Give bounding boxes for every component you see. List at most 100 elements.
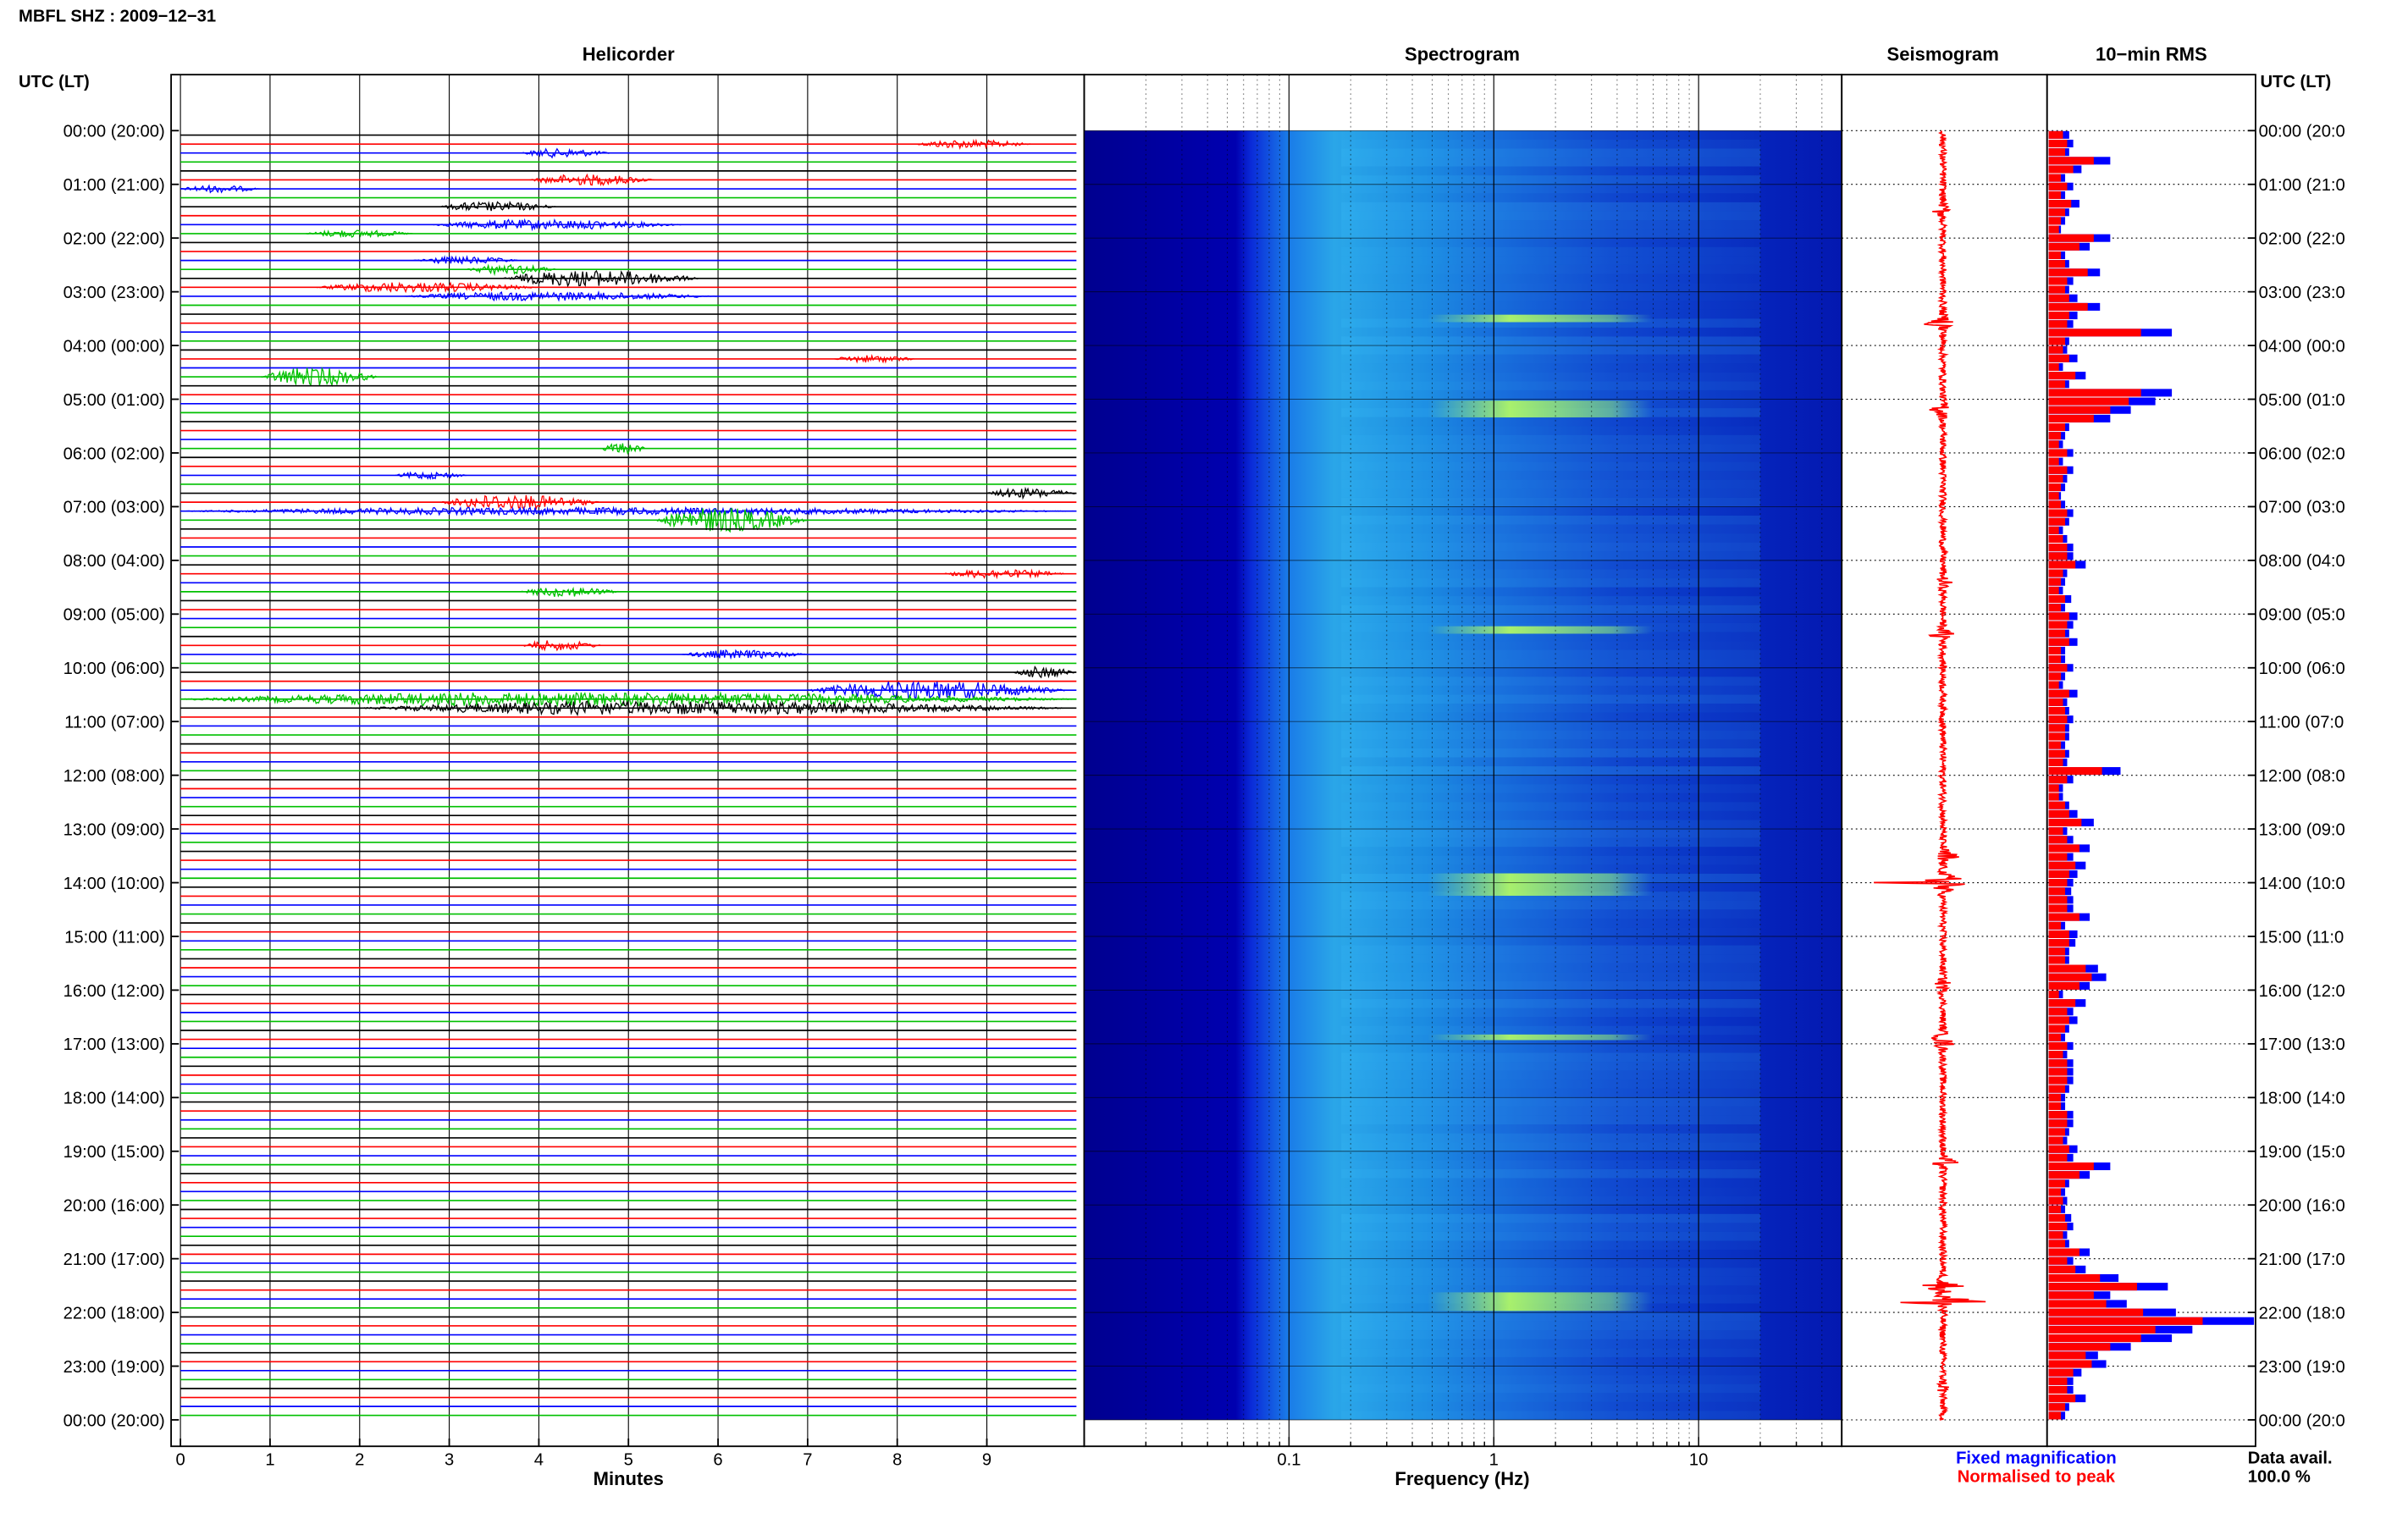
rms-bar-normalised	[2048, 1051, 2063, 1059]
rms-bar-normalised	[2048, 999, 2076, 1008]
spectrogram-row	[1341, 676, 1760, 686]
spectrogram-row	[1341, 1366, 1760, 1376]
spectrogram-row	[1341, 685, 1760, 695]
spectrogram-row	[1341, 739, 1760, 748]
spectrogram-row	[1341, 829, 1760, 838]
spectrogram-row	[1341, 1411, 1760, 1420]
rms-bar-normalised	[2048, 329, 2141, 337]
right-time-tick-label: 19:00 (15:0	[2259, 1143, 2345, 1162]
rms-bar-normalised	[2048, 422, 2066, 432]
rms-bar-normalised	[2048, 577, 2062, 586]
spectrogram-row	[1341, 694, 1760, 704]
rms-bar-normalised	[2048, 1119, 2068, 1128]
spectrogram-row	[1341, 148, 1760, 158]
spectrogram-row	[1341, 847, 1760, 856]
spectrogram-row	[1341, 452, 1760, 462]
rms-bar-normalised	[2048, 1351, 2086, 1360]
spectrogram-row	[1341, 990, 1760, 1000]
trace-event	[914, 138, 1031, 151]
trace-event	[314, 281, 538, 294]
helicorder-title: Helicorder	[583, 44, 675, 65]
rms-bar-normalised	[2048, 595, 2066, 604]
spectrogram-row	[1341, 1115, 1760, 1125]
rms-bar-normalised	[2048, 483, 2062, 492]
spectrogram-row	[1341, 792, 1760, 803]
right-time-tick-label: 20:00 (16:0	[2259, 1197, 2345, 1216]
rms-bar-normalised	[2048, 921, 2062, 930]
spectrogram-row	[1341, 130, 1760, 140]
spectrogram-row	[1341, 802, 1760, 811]
rms-bar-normalised	[2048, 1008, 2068, 1016]
right-time-tick-label: 08:00 (04:0	[2259, 552, 2345, 571]
rms-bar-normalised	[2048, 1240, 2066, 1248]
spectrogram-row	[1341, 980, 1760, 991]
rms-bar-normalised	[2048, 552, 2068, 560]
rms-bar-normalised	[2048, 517, 2066, 526]
rms-bar-normalised	[2048, 749, 2066, 758]
spectrogram-row	[1341, 1043, 1760, 1053]
trace-event	[807, 680, 1067, 702]
right-time-tick-label: 13:00 (09:0	[2259, 820, 2345, 839]
left-time-tick-label: 05:00 (01:00)	[64, 391, 165, 410]
spectrogram-band	[1325, 873, 1735, 896]
rms-title: 10−min RMS	[2096, 44, 2207, 65]
rms-bar-normalised	[2048, 1213, 2066, 1222]
spectrogram-row	[1341, 273, 1760, 284]
rms-bar-normalised	[2048, 174, 2062, 182]
rms-bar-normalised	[2048, 474, 2063, 483]
rms-bar-normalised	[2048, 801, 2066, 809]
spectrogram-row	[1341, 202, 1760, 212]
right-time-tick-label: 01:00 (21:0	[2259, 176, 2345, 195]
trace-event	[431, 218, 682, 232]
spectrogram-row	[1341, 506, 1760, 516]
rms-bar-normalised	[2048, 157, 2094, 165]
rms-bar-normalised	[2048, 1343, 2111, 1351]
rms-bar-normalised	[2048, 449, 2068, 457]
spectrogram-row	[1341, 309, 1760, 319]
minute-tick-label: 1	[265, 1450, 274, 1469]
spectrogram-row	[1341, 560, 1760, 570]
spectrogram-row	[1341, 157, 1760, 167]
legend-normalised: Normalised to peak	[1958, 1467, 2116, 1486]
spectrogram-row	[1341, 1195, 1760, 1206]
spectrogram-row	[1341, 641, 1760, 650]
rms-bar-normalised	[2048, 217, 2062, 225]
rms-bar-normalised	[2048, 1188, 2062, 1196]
rms-bar-normalised	[2048, 776, 2068, 784]
left-time-tick-label: 23:00 (19:00)	[64, 1358, 165, 1377]
left-time-tick-label: 13:00 (09:00)	[64, 820, 165, 839]
right-time-tick-label: 22:00 (18:0	[2259, 1304, 2345, 1322]
rms-bar-normalised	[2048, 1394, 2076, 1403]
spectrogram-row	[1341, 220, 1760, 229]
time-axes: 00:00 (20:00) 01:00 (21:00) 02:00 (22:00) 0…	[64, 123, 2345, 1431]
frequency-tick-label: 1	[1489, 1450, 1499, 1469]
spectrogram-row	[1341, 1330, 1760, 1339]
left-time-tick-label: 21:00 (17:00)	[64, 1251, 165, 1269]
rms-bar-normalised	[2048, 1145, 2069, 1153]
rms-bar-normalised	[2048, 861, 2076, 870]
left-time-tick-label: 17:00 (13:00)	[64, 1035, 165, 1054]
spectrogram-row	[1341, 1025, 1760, 1035]
helicorder-frame	[170, 74, 1085, 1448]
spectrogram-row	[1341, 256, 1760, 265]
rms-bar-normalised	[2048, 432, 2062, 440]
spectrogram-row	[1341, 820, 1760, 830]
spectrogram-row	[1341, 542, 1760, 552]
frequency-tick-label: 0.1	[1277, 1450, 1301, 1469]
spectrogram-row	[1341, 139, 1760, 149]
rms-bar-normalised	[2048, 629, 2066, 638]
rms-bar-normalised	[2048, 225, 2059, 234]
spectrogram-row	[1341, 721, 1760, 731]
spectrogram-row	[1341, 372, 1760, 382]
minute-tick-label: 0	[175, 1450, 185, 1469]
rms-bar-normalised	[2048, 440, 2059, 449]
rms-bar-normalised	[2048, 1171, 2079, 1179]
minute-tick-label: 9	[982, 1450, 991, 1469]
rms-bar-normalised	[2048, 526, 2059, 534]
spectrogram-row	[1341, 1070, 1760, 1080]
spectrogram-band	[1325, 1292, 1735, 1311]
x-label-minutes: Minutes	[594, 1468, 664, 1489]
rms-bar-normalised	[2048, 1016, 2069, 1024]
